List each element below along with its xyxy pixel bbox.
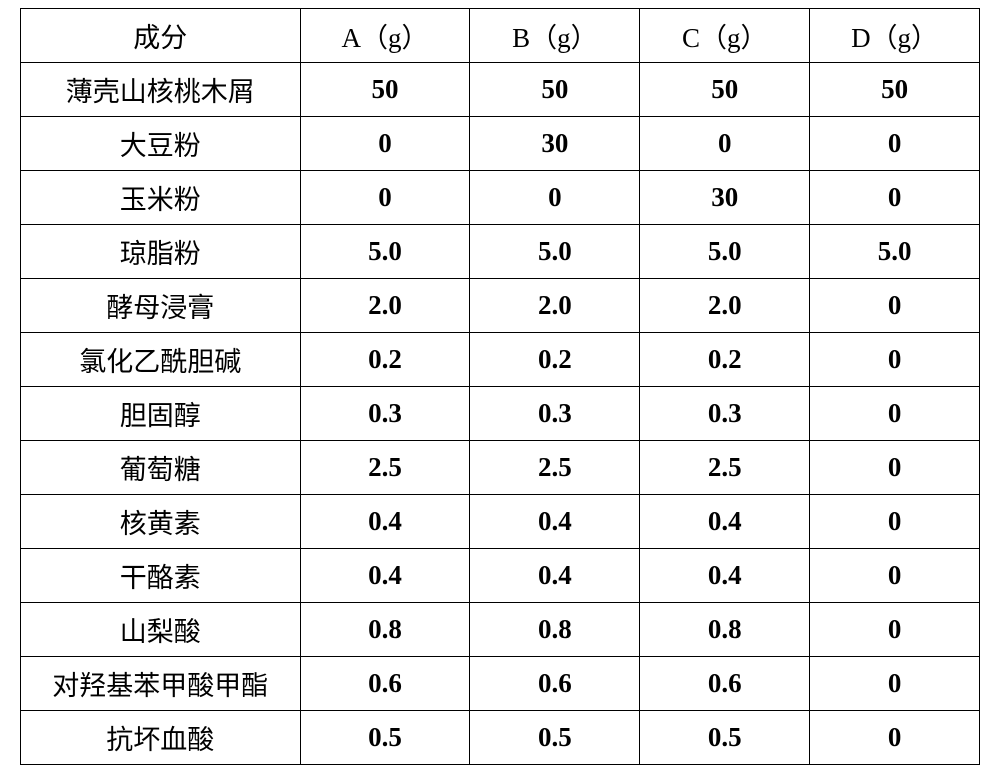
value-b: 30 bbox=[470, 117, 640, 171]
value-d: 0 bbox=[810, 549, 980, 603]
table-body: 薄壳山核桃木屑 50 50 50 50 大豆粉 0 30 0 0 玉米粉 0 0… bbox=[21, 63, 980, 765]
value-d: 50 bbox=[810, 63, 980, 117]
ingredient-name: 核黄素 bbox=[21, 495, 301, 549]
value-a: 0.4 bbox=[300, 549, 470, 603]
header-a: A（g） bbox=[300, 9, 470, 63]
value-c: 0.8 bbox=[640, 603, 810, 657]
value-c: 0.3 bbox=[640, 387, 810, 441]
ingredient-name: 酵母浸膏 bbox=[21, 279, 301, 333]
ingredient-name: 琼脂粉 bbox=[21, 225, 301, 279]
table-row: 酵母浸膏 2.0 2.0 2.0 0 bbox=[21, 279, 980, 333]
ingredient-name: 干酪素 bbox=[21, 549, 301, 603]
value-a: 5.0 bbox=[300, 225, 470, 279]
value-d: 0 bbox=[810, 603, 980, 657]
value-b: 0.2 bbox=[470, 333, 640, 387]
value-c: 2.0 bbox=[640, 279, 810, 333]
value-b: 0 bbox=[470, 171, 640, 225]
ingredients-table: 成分 A（g） B（g） C（g） D（g） 薄壳山核桃木屑 50 50 50 … bbox=[20, 8, 980, 765]
value-a: 0.2 bbox=[300, 333, 470, 387]
table-row: 对羟基苯甲酸甲酯 0.6 0.6 0.6 0 bbox=[21, 657, 980, 711]
value-a: 50 bbox=[300, 63, 470, 117]
value-a: 0.3 bbox=[300, 387, 470, 441]
table-row: 玉米粉 0 0 30 0 bbox=[21, 171, 980, 225]
ingredient-name: 抗坏血酸 bbox=[21, 711, 301, 765]
value-c: 5.0 bbox=[640, 225, 810, 279]
value-c: 2.5 bbox=[640, 441, 810, 495]
header-b: B（g） bbox=[470, 9, 640, 63]
value-c: 30 bbox=[640, 171, 810, 225]
value-b: 0.8 bbox=[470, 603, 640, 657]
ingredient-name: 山梨酸 bbox=[21, 603, 301, 657]
value-b: 2.5 bbox=[470, 441, 640, 495]
ingredient-name: 氯化乙酰胆碱 bbox=[21, 333, 301, 387]
value-c: 0.4 bbox=[640, 549, 810, 603]
value-a: 0 bbox=[300, 117, 470, 171]
table-row: 薄壳山核桃木屑 50 50 50 50 bbox=[21, 63, 980, 117]
value-c: 0 bbox=[640, 117, 810, 171]
value-d: 5.0 bbox=[810, 225, 980, 279]
value-b: 50 bbox=[470, 63, 640, 117]
value-c: 0.6 bbox=[640, 657, 810, 711]
value-a: 2.0 bbox=[300, 279, 470, 333]
ingredient-name: 胆固醇 bbox=[21, 387, 301, 441]
value-a: 0.4 bbox=[300, 495, 470, 549]
value-a: 0.5 bbox=[300, 711, 470, 765]
value-b: 0.4 bbox=[470, 495, 640, 549]
value-a: 0.6 bbox=[300, 657, 470, 711]
ingredient-name: 葡萄糖 bbox=[21, 441, 301, 495]
value-d: 0 bbox=[810, 441, 980, 495]
value-c: 0.2 bbox=[640, 333, 810, 387]
value-c: 0.5 bbox=[640, 711, 810, 765]
value-a: 0.8 bbox=[300, 603, 470, 657]
value-b: 0.6 bbox=[470, 657, 640, 711]
header-c: C（g） bbox=[640, 9, 810, 63]
value-d: 0 bbox=[810, 279, 980, 333]
table-row: 核黄素 0.4 0.4 0.4 0 bbox=[21, 495, 980, 549]
value-d: 0 bbox=[810, 657, 980, 711]
value-c: 0.4 bbox=[640, 495, 810, 549]
header-d: D（g） bbox=[810, 9, 980, 63]
ingredient-name: 玉米粉 bbox=[21, 171, 301, 225]
value-d: 0 bbox=[810, 387, 980, 441]
value-a: 2.5 bbox=[300, 441, 470, 495]
table-header-row: 成分 A（g） B（g） C（g） D（g） bbox=[21, 9, 980, 63]
value-b: 5.0 bbox=[470, 225, 640, 279]
table-row: 琼脂粉 5.0 5.0 5.0 5.0 bbox=[21, 225, 980, 279]
ingredient-name: 薄壳山核桃木屑 bbox=[21, 63, 301, 117]
value-b: 0.5 bbox=[470, 711, 640, 765]
ingredient-name: 对羟基苯甲酸甲酯 bbox=[21, 657, 301, 711]
table-row: 葡萄糖 2.5 2.5 2.5 0 bbox=[21, 441, 980, 495]
header-ingredient: 成分 bbox=[21, 9, 301, 63]
value-a: 0 bbox=[300, 171, 470, 225]
table-row: 大豆粉 0 30 0 0 bbox=[21, 117, 980, 171]
value-d: 0 bbox=[810, 711, 980, 765]
table-row: 氯化乙酰胆碱 0.2 0.2 0.2 0 bbox=[21, 333, 980, 387]
table-row: 山梨酸 0.8 0.8 0.8 0 bbox=[21, 603, 980, 657]
table-row: 抗坏血酸 0.5 0.5 0.5 0 bbox=[21, 711, 980, 765]
value-d: 0 bbox=[810, 495, 980, 549]
table-row: 干酪素 0.4 0.4 0.4 0 bbox=[21, 549, 980, 603]
value-b: 0.4 bbox=[470, 549, 640, 603]
value-b: 0.3 bbox=[470, 387, 640, 441]
value-d: 0 bbox=[810, 333, 980, 387]
value-d: 0 bbox=[810, 117, 980, 171]
ingredient-name: 大豆粉 bbox=[21, 117, 301, 171]
value-c: 50 bbox=[640, 63, 810, 117]
table-row: 胆固醇 0.3 0.3 0.3 0 bbox=[21, 387, 980, 441]
value-b: 2.0 bbox=[470, 279, 640, 333]
value-d: 0 bbox=[810, 171, 980, 225]
